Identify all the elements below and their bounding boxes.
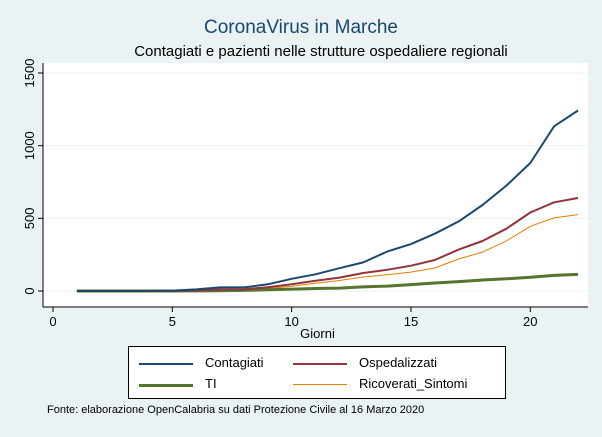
series-line-contagiati bbox=[76, 109, 579, 292]
legend-label-ti: TI bbox=[205, 376, 217, 391]
chart-subtitle: Contagiati e pazienti nelle strutture os… bbox=[134, 43, 508, 60]
legend-swatch-ospedalizzati bbox=[293, 363, 347, 365]
legend-label-ospedalizzati: Ospedalizzati bbox=[359, 355, 438, 370]
legend-swatch-ricoverati-sintomi bbox=[293, 384, 347, 385]
y-tick-label: 1000 bbox=[22, 131, 37, 160]
x-tick-label: 20 bbox=[523, 314, 537, 329]
source-note: Fonte: elaborazione OpenCalabria su dati… bbox=[47, 404, 425, 416]
x-axis-label: Giorni bbox=[300, 326, 335, 341]
plot-area bbox=[43, 63, 588, 307]
legend-swatch-contagiati bbox=[139, 363, 193, 365]
y-tick-label: 0 bbox=[22, 287, 37, 294]
chart-title: CoronaVirus in Marche bbox=[204, 17, 398, 38]
legend: Contagiati Ospedalizzati TI Ricoverati_S… bbox=[128, 346, 506, 399]
x-tick-label: 15 bbox=[404, 314, 418, 329]
legend-swatch-ti bbox=[139, 384, 193, 387]
x-tick-label: 0 bbox=[49, 314, 56, 329]
x-tick-label: 10 bbox=[284, 314, 298, 329]
legend-label-contagiati: Contagiati bbox=[205, 355, 264, 370]
x-tick-label: 5 bbox=[169, 314, 176, 329]
y-tick-label: 500 bbox=[22, 207, 37, 229]
y-tick-label: 1500 bbox=[22, 59, 37, 88]
legend-label-ricoverati-sintomi: Ricoverati_Sintomi bbox=[359, 376, 468, 391]
